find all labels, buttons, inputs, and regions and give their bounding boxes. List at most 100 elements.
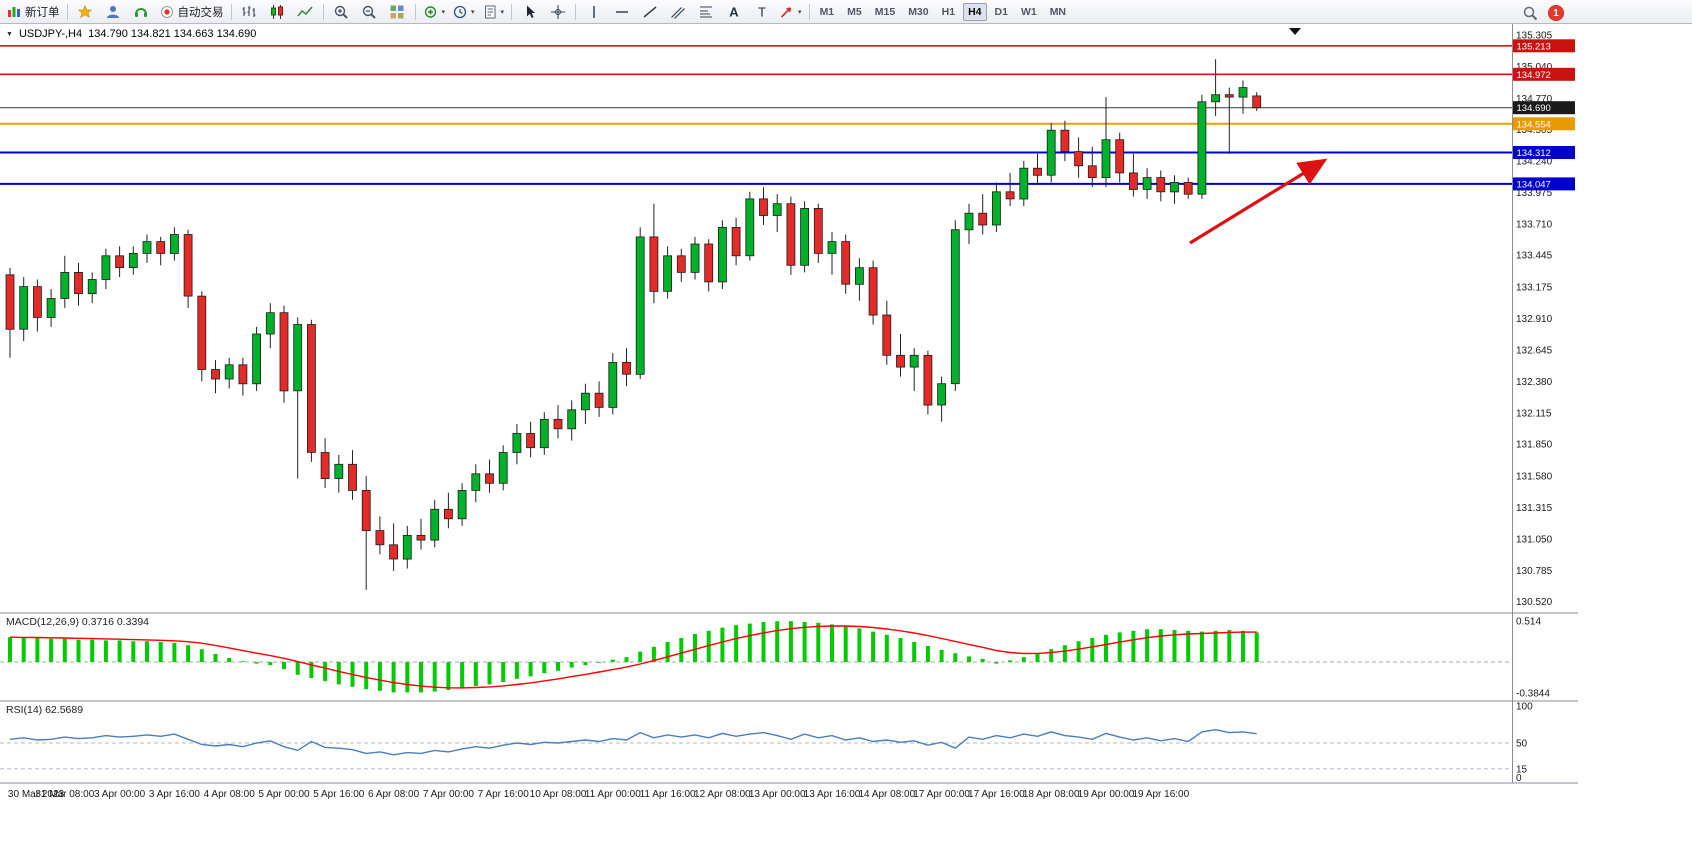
svg-text:131.315: 131.315 [1516, 503, 1553, 514]
charts-button[interactable] [72, 1, 99, 23]
svg-text:130.785: 130.785 [1516, 566, 1553, 577]
toolbar-buttons: 新订单 自动交易 ▾ ▾ ▾ A T ▾ [3, 1, 813, 23]
order-icon [8, 6, 20, 17]
svg-text:11 Apr 16:00: 11 Apr 16:00 [640, 789, 696, 800]
data-window-button[interactable] [128, 1, 155, 23]
channel-button[interactable] [664, 1, 691, 23]
rsi-panel[interactable] [0, 728, 1512, 770]
svg-text:132.115: 132.115 [1516, 408, 1552, 419]
fibonacci-button[interactable] [692, 1, 719, 23]
cursor-icon [526, 5, 535, 18]
svg-text:13 Apr 00:00: 13 Apr 00:00 [749, 789, 806, 800]
new-order-button[interactable]: 新订单 [3, 1, 63, 23]
chart-ohlc: 134.790 134.821 134.663 134.690 [88, 28, 257, 40]
timeframe-button-m5[interactable]: M5 [847, 5, 862, 18]
line-chart-button[interactable] [292, 1, 319, 23]
timeframe-button-w1[interactable]: W1 [1020, 5, 1037, 18]
market-watch-button[interactable] [100, 1, 127, 23]
svg-text:133.710: 133.710 [1516, 219, 1553, 230]
labelT-icon: T [758, 4, 766, 19]
toolbar-separator [414, 3, 416, 20]
periods-button[interactable]: ▾ [449, 1, 478, 23]
arrows-button[interactable]: ▾ [776, 1, 805, 23]
horizontal-lines[interactable] [0, 44, 1512, 185]
hline-icon [615, 10, 628, 13]
candlestick-chart-button[interactable] [264, 1, 291, 23]
svg-text:31 Mar 08:00: 31 Mar 08:00 [35, 789, 94, 800]
timeframe-button-m15[interactable]: M15 [874, 5, 896, 18]
svg-text:4 Apr 08:00: 4 Apr 08:00 [204, 789, 256, 800]
crosshair-icon [550, 4, 565, 19]
auto-trading-button[interactable]: 自动交易 [156, 1, 227, 23]
svg-text:131.580: 131.580 [1516, 472, 1553, 483]
zoom-out-button[interactable] [356, 1, 383, 23]
svg-text:134.240: 134.240 [1516, 157, 1553, 168]
price-axis: 135.305 135.040 134.770 134.505 134.240 133.9… [1516, 30, 1553, 608]
toolbar: 新订单 自动交易 ▾ ▾ ▾ A T ▾ M1 M5 M15 M30 H1 H4 D1 W1 MN 1 [0, 0, 1692, 24]
svg-text:134.505: 134.505 [1516, 125, 1553, 136]
arrow-annotation[interactable] [1189, 158, 1328, 245]
svg-text:13 Apr 16:00: 13 Apr 16:00 [804, 789, 861, 800]
svg-text:17 Apr 16:00: 17 Apr 16:00 [968, 789, 1025, 800]
svg-text:14 Apr 08:00: 14 Apr 08:00 [858, 789, 915, 800]
candles-icon [271, 4, 283, 19]
timeframe-button-h4[interactable]: H4 [963, 2, 987, 21]
notification-badge[interactable]: 1 [1548, 5, 1564, 21]
toolbar-separator [66, 3, 68, 20]
svg-text:0: 0 [1516, 773, 1522, 784]
cursor-button[interactable] [516, 1, 543, 23]
svg-text:135.213: 135.213 [1517, 41, 1551, 52]
chevron-down-icon: ▾ [441, 8, 446, 16]
svg-text:3 Apr 00:00: 3 Apr 00:00 [94, 789, 146, 800]
price-markers: 135.213 134.972 134.690 134.554 134.312 134.0… [1513, 39, 1575, 191]
vertical-line-button[interactable] [580, 1, 607, 23]
svg-text:18 Apr 08:00: 18 Apr 08:00 [1023, 789, 1080, 800]
horizontal-line-button[interactable] [608, 1, 635, 23]
svg-text:50: 50 [1516, 739, 1528, 750]
chart-shift-marker[interactable] [1289, 28, 1301, 35]
autotrade-icon [160, 5, 173, 18]
timeframe-button-m1[interactable]: M1 [819, 5, 835, 18]
text-button[interactable]: A [720, 1, 747, 23]
templates-button[interactable]: ▾ [479, 1, 508, 23]
svg-text:134.770: 134.770 [1516, 94, 1553, 105]
svg-text:133.175: 133.175 [1516, 283, 1553, 294]
svg-text:132.380: 132.380 [1516, 377, 1553, 388]
panel-separators[interactable] [0, 24, 1578, 784]
indicators-button[interactable]: ▾ [420, 1, 449, 23]
timeframe-button-m30[interactable]: M30 [908, 5, 929, 18]
tile-windows-button[interactable] [384, 1, 411, 23]
rsi-axis: 100 50 150 [1516, 702, 1533, 785]
macd-panel[interactable] [0, 621, 1512, 693]
search-icon[interactable] [1516, 2, 1543, 24]
svg-text:131.850: 131.850 [1516, 440, 1553, 451]
zoomout-icon [362, 5, 376, 19]
timeframe-button-mn[interactable]: MN [1049, 5, 1067, 18]
svg-text:135.305: 135.305 [1516, 30, 1553, 41]
timeframe-button-h1[interactable]: H1 [941, 5, 956, 18]
label-button[interactable]: T [748, 1, 775, 23]
svg-text:133.445: 133.445 [1516, 251, 1553, 262]
template-icon [484, 5, 496, 18]
collapse-panel-icon[interactable]: ▼ [6, 30, 13, 38]
svg-text:12 Apr 08:00: 12 Apr 08:00 [694, 789, 751, 800]
svg-text:15: 15 [1516, 764, 1528, 775]
svg-text:5 Apr 00:00: 5 Apr 00:00 [258, 789, 310, 800]
crosshair-button[interactable] [544, 1, 571, 23]
svg-text:3 Apr 16:00: 3 Apr 16:00 [149, 789, 201, 800]
toolbar-separator [575, 3, 577, 20]
bar-chart-button[interactable] [236, 1, 263, 23]
zoom-in-button[interactable] [328, 1, 355, 23]
svg-text:134.312: 134.312 [1517, 148, 1551, 159]
toolbar-right: 1 [1516, 2, 1564, 24]
chevron-down-icon: ▾ [471, 8, 475, 16]
timeframe-button-d1[interactable]: D1 [994, 5, 1008, 18]
toolbar-separator [230, 3, 232, 20]
macd-indicator-label: MACD(12,26,9) 0.3716 0.3394 [6, 616, 150, 628]
svg-text:19 Apr 16:00: 19 Apr 16:00 [1132, 789, 1189, 800]
candlesticks[interactable] [5, 59, 1262, 590]
fibo-icon [699, 6, 712, 17]
linechart-icon [297, 6, 313, 16]
trendline-button[interactable] [636, 1, 663, 23]
